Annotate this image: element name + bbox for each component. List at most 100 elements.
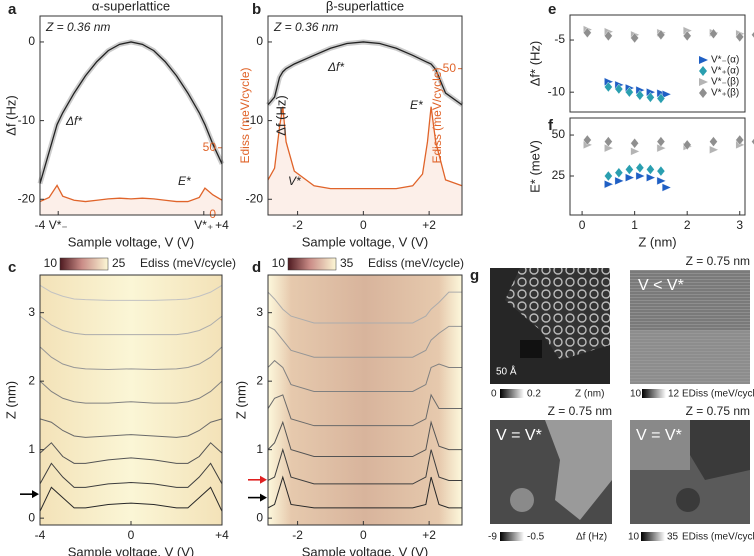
curve — [39, 462, 223, 488]
marker — [625, 86, 634, 98]
y-tick-label: -20 — [246, 191, 264, 205]
cb-low: 10 — [628, 532, 640, 543]
curve — [39, 315, 223, 336]
curve — [267, 475, 462, 509]
y-tick-label: 0 — [28, 510, 35, 524]
image-region — [630, 420, 690, 470]
cb-low: 10 — [630, 389, 642, 400]
marker — [735, 134, 745, 146]
y-tick-label: -10 — [18, 113, 36, 127]
image-title: Z = 0.75 nm — [548, 404, 612, 418]
y-tick-label: 0 — [256, 34, 263, 48]
colorbar-label: Ediss (meV/cycle) — [368, 256, 464, 270]
marker — [709, 28, 718, 40]
y-tick-label: 3 — [28, 305, 35, 319]
marker — [614, 176, 625, 186]
y2-tick-label: 50 — [203, 140, 217, 154]
chart-title: α-superlattice — [92, 0, 170, 13]
curve — [267, 291, 462, 324]
colorbar — [287, 257, 337, 271]
marker — [625, 173, 635, 182]
hole — [520, 340, 542, 358]
marker — [604, 136, 613, 147]
image-panels: g 50 Å 0 0.2 Z (nm) Z = 0.75 nm V < V* 1… — [470, 254, 754, 542]
cb-label: EDiss (meV/cycle) — [682, 532, 754, 543]
x-tick-label: 0 — [128, 528, 135, 542]
colorbar — [500, 532, 524, 541]
y-tick-label: -10 — [548, 84, 566, 98]
x-axis-label: Z (nm) — [638, 234, 676, 249]
x-tick-label: -2 — [292, 528, 303, 542]
curve — [267, 420, 462, 458]
marker — [656, 165, 666, 177]
cb-label: EDiss (meV/cycle) — [682, 389, 754, 400]
lattice — [505, 268, 610, 360]
plot-frame — [569, 117, 746, 216]
image-region — [545, 420, 612, 520]
colorbar — [500, 389, 524, 398]
x-tick-label: +4 — [215, 218, 229, 232]
image-caption: V = V* — [636, 427, 682, 444]
y-tick-label: 25 — [552, 168, 566, 182]
cb-label: Z (nm) — [575, 389, 604, 400]
legend-label: V*₋(α) — [711, 55, 739, 66]
marker — [630, 137, 639, 149]
cb-label: Δf (Hz) — [576, 532, 607, 543]
marker — [709, 136, 718, 147]
line — [39, 41, 223, 184]
cb-high: 0.2 — [527, 389, 541, 400]
marker — [646, 164, 655, 175]
area-fill — [268, 106, 462, 215]
annotation: V* — [288, 174, 301, 188]
y-axis-label: Δf (Hz) — [3, 95, 18, 135]
marker — [751, 138, 754, 146]
x-tick-label: +2 — [422, 218, 436, 232]
x-tick-label: -4 — [35, 218, 46, 232]
chart-title: β-superlattice — [326, 0, 404, 13]
curve — [39, 442, 223, 464]
x-tick-label: 0 — [360, 218, 367, 232]
line-halo — [37, 39, 225, 185]
annotation: E* — [178, 174, 191, 188]
y-tick-label: 50 — [552, 127, 566, 141]
image-title: Z = 0.75 nm — [686, 254, 750, 268]
x-tick-label: +4 — [215, 528, 229, 542]
marker — [735, 31, 745, 43]
plot-frame — [267, 274, 463, 526]
y2-axis-label: Ediss (meV/cycle) — [430, 67, 444, 163]
legend-label: V*₊(β) — [711, 88, 739, 99]
panel-label: e — [548, 1, 556, 18]
y-tick-label: -10 — [246, 113, 264, 127]
y-tick-label: 2 — [256, 373, 263, 387]
colorbar-label: Ediss (meV/cycle) — [140, 256, 236, 270]
curve — [39, 284, 223, 301]
line — [267, 106, 463, 190]
line — [267, 41, 463, 106]
panel-label: d — [252, 259, 261, 276]
x-tick-label: 3 — [736, 218, 743, 232]
colorbar-tick: 10 — [272, 256, 286, 270]
x-tick-label: +2 — [422, 528, 436, 542]
y-tick-label: 0 — [256, 510, 263, 524]
curve — [39, 380, 223, 404]
marker — [614, 83, 624, 95]
plot-frame — [267, 15, 463, 216]
marker — [635, 162, 645, 174]
marker — [583, 27, 592, 39]
marker — [656, 176, 667, 186]
marker — [709, 145, 719, 155]
y-axis-label: E* (meV) — [527, 140, 542, 193]
legend-label: V*₋(β) — [711, 77, 739, 88]
x-tick-label: -2 — [292, 218, 303, 232]
x-tick-label: 2 — [684, 218, 691, 232]
arrow-head — [260, 493, 267, 502]
y-axis-label: Δf* (Hz) — [527, 41, 542, 87]
x-tick-label: V*₋ — [49, 218, 68, 232]
annotation: Δf* — [65, 114, 82, 128]
annotation: Δf* — [327, 60, 344, 74]
annotation: Z = 0.36 nm — [273, 20, 338, 34]
y2-tick-label: 50 — [443, 61, 457, 75]
legend-marker — [699, 56, 708, 64]
plot-frame — [39, 15, 223, 216]
